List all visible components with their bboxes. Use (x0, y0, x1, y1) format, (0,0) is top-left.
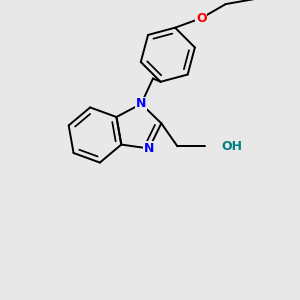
Text: N: N (144, 142, 154, 155)
Text: N: N (136, 98, 146, 110)
Text: O: O (196, 12, 207, 25)
Text: OH: OH (221, 140, 242, 153)
